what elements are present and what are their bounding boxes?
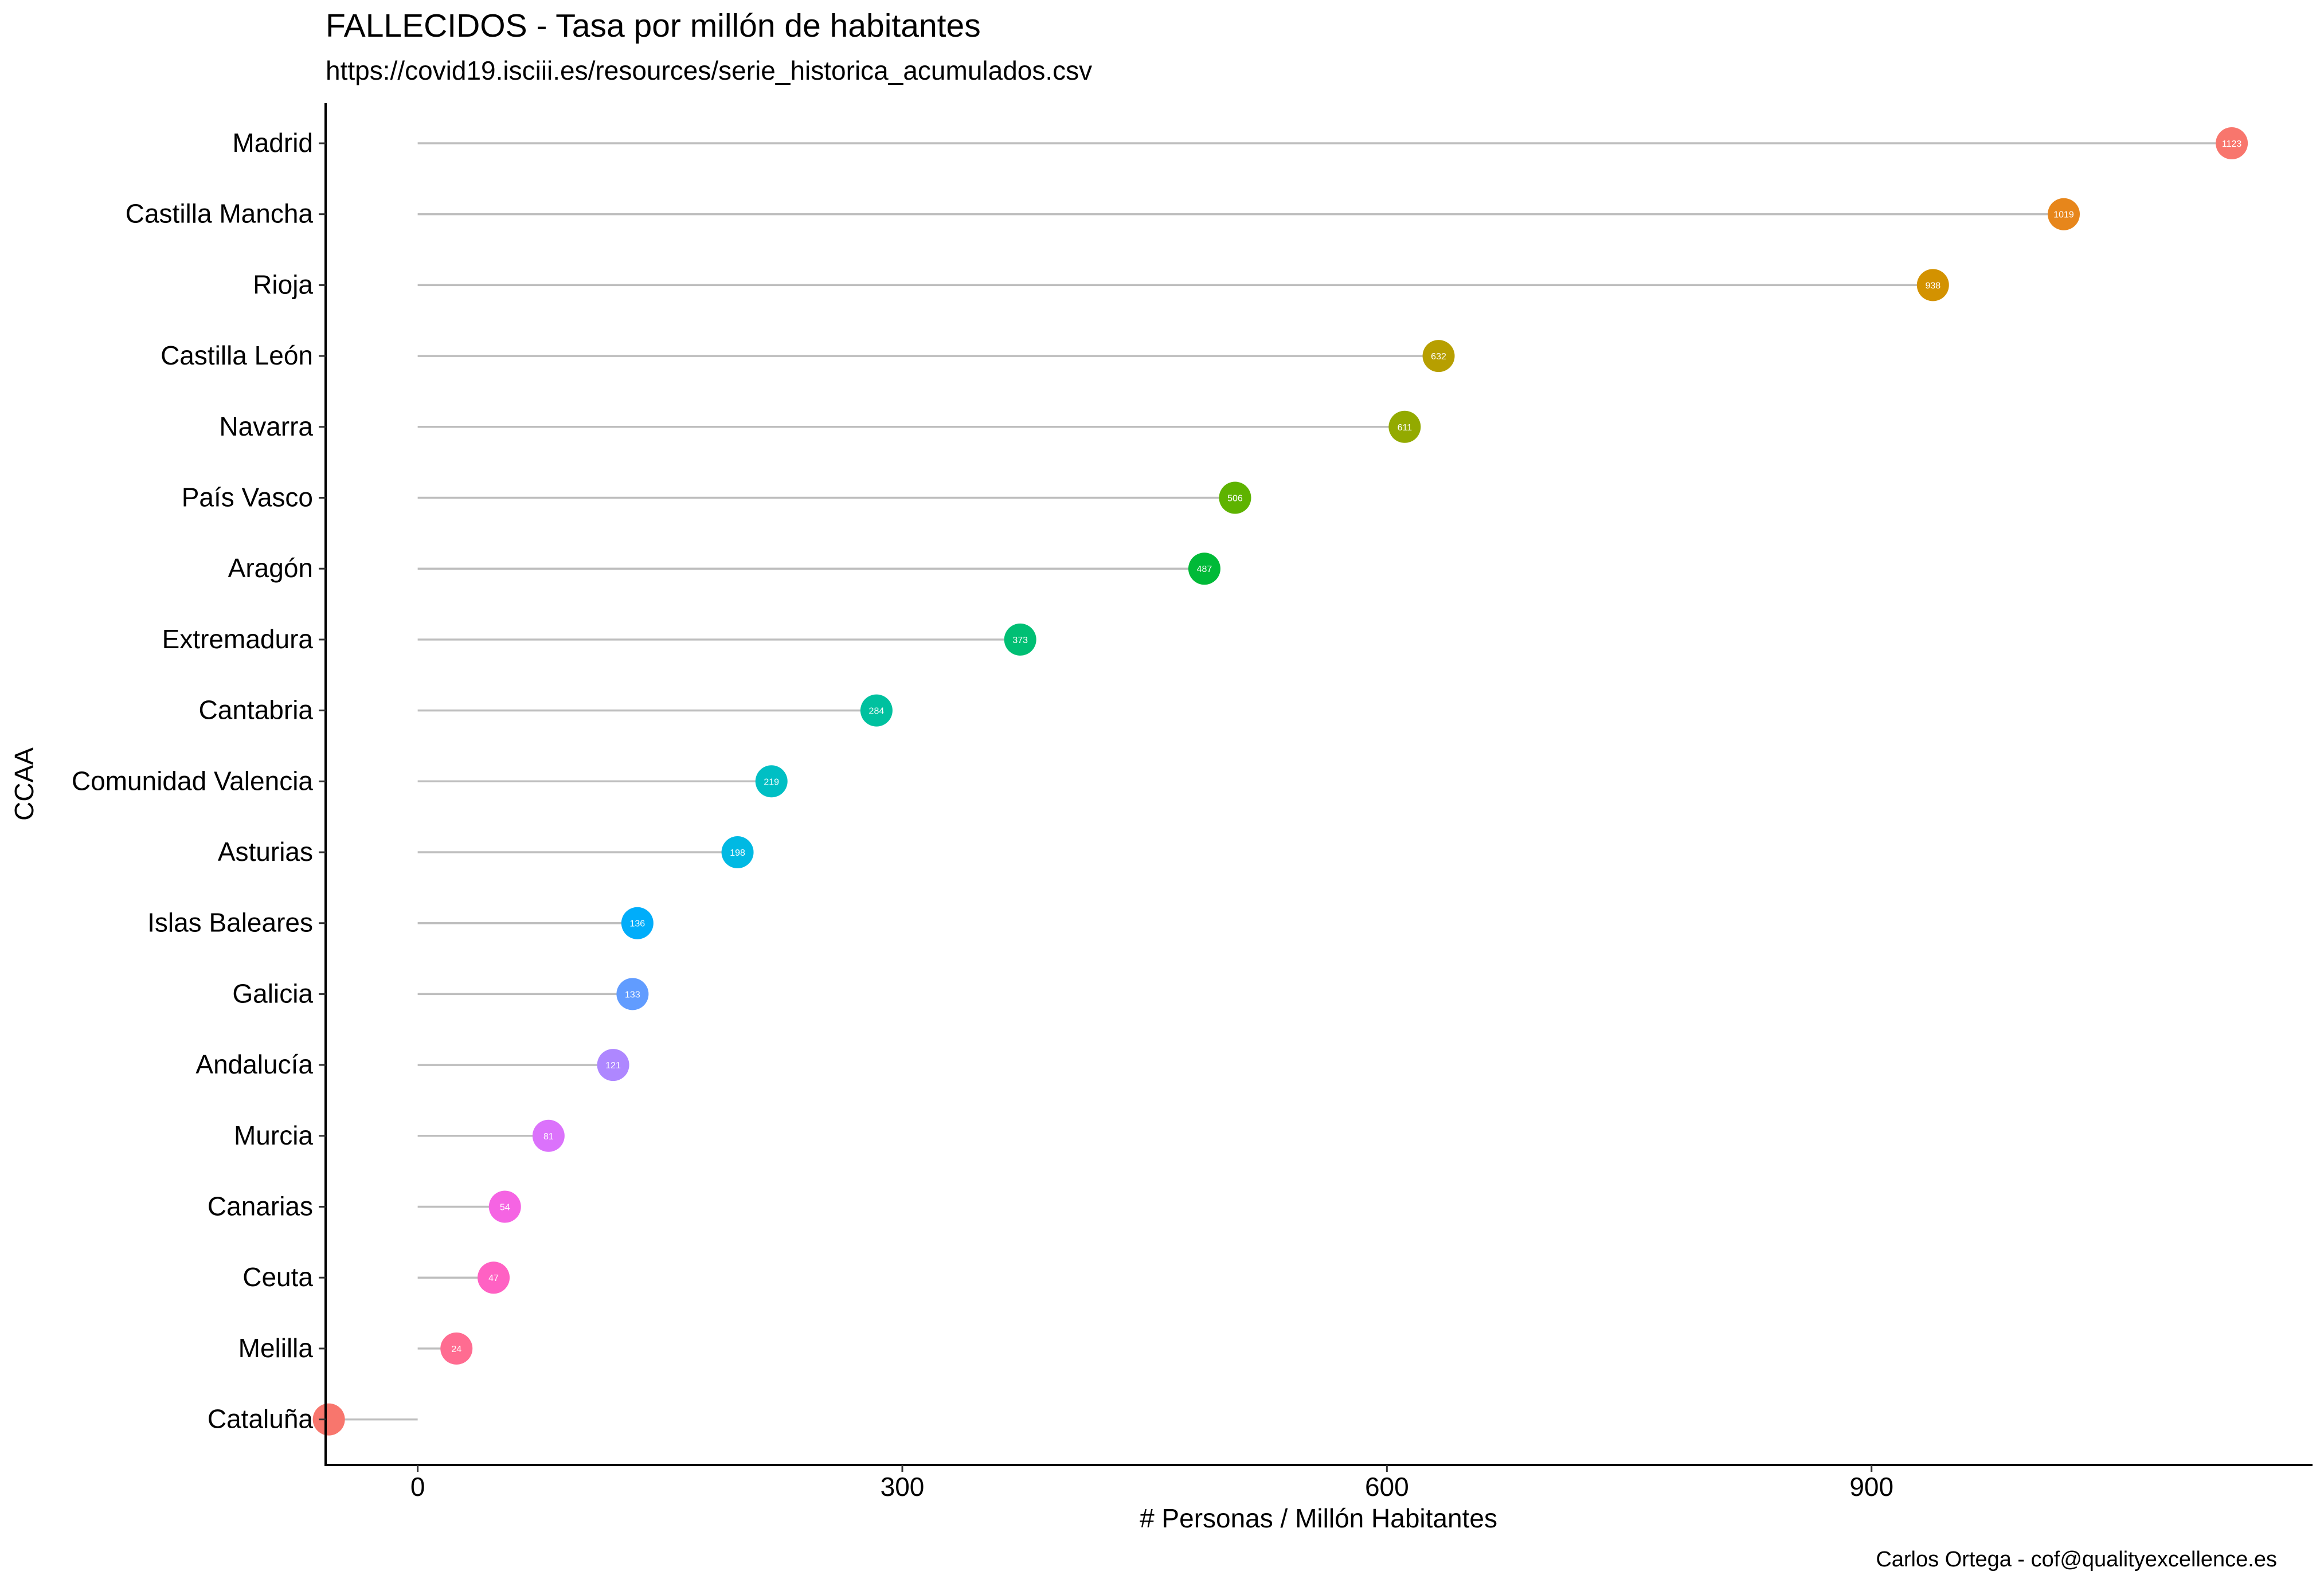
lollipop-point-galicia: [616, 978, 649, 1010]
y-tick-label-madrid: Madrid: [232, 128, 313, 158]
y-tick-label-castilla-leon: Castilla León: [161, 340, 313, 370]
lollipop-point-ceuta: [478, 1261, 510, 1294]
point-label-extremadura: 373: [1012, 636, 1028, 645]
point-label-madrid: 1123: [2222, 139, 2242, 149]
lollipop-point-canarias: [488, 1190, 521, 1223]
y-tick-label-islas-baleares: Islas Baleares: [147, 908, 313, 938]
point-label-galicia: 133: [625, 990, 640, 1000]
lollipop-point-asturias: [721, 836, 754, 868]
point-label-rioja: 938: [1925, 281, 1940, 291]
point-label-comunidad-valencia: 219: [764, 777, 779, 787]
y-tick-label-murcia: Murcia: [234, 1120, 313, 1150]
x-axis-label: # Personas / Millón Habitantes: [1140, 1503, 1497, 1533]
y-axis: Madrid Castilla Mancha Rioja Castilla León N…: [72, 128, 326, 1434]
x-tick-label-600: 600: [1365, 1472, 1409, 1502]
y-tick-label-extremadura: Extremadura: [162, 624, 314, 654]
y-tick-label-aragon: Aragón: [228, 553, 313, 583]
point-label-murcia: 81: [543, 1132, 554, 1142]
point-label-cantabria: 284: [869, 707, 885, 716]
y-tick-label-cantabria: Cantabria: [199, 695, 314, 725]
lollipop-point-pais-vasco: [1219, 481, 1251, 514]
lollipop-point-islas-baleares: [621, 907, 654, 939]
lollipop-point-andalucia: [597, 1049, 629, 1082]
point-label-navarra: 611: [1398, 423, 1413, 433]
chart-subtitle: https://covid19.isciii.es/resources/seri…: [326, 56, 1093, 85]
point-label-melilla: 24: [451, 1345, 461, 1354]
lollipop-point-castilla-leon: [1422, 340, 1455, 373]
chart-caption: Carlos Ortega - cof@qualityexcellence.es: [1876, 1547, 2277, 1572]
y-tick-label-cataluna: Cataluña: [208, 1404, 314, 1434]
lollipop-point-murcia: [532, 1119, 565, 1152]
point-label-islas-baleares: 136: [630, 919, 645, 929]
lollipop-point-cataluna: [312, 1403, 345, 1436]
point-label-canarias: 54: [500, 1203, 510, 1213]
x-axis: 0 300 600 900: [410, 1465, 1893, 1502]
point-label-ceuta: 47: [488, 1274, 499, 1283]
point-label-andalucia: 121: [605, 1061, 621, 1071]
lollipop-point-extremadura: [1004, 623, 1036, 656]
y-tick-label-asturias: Asturias: [218, 837, 313, 867]
lollipop-point-aragon: [1188, 553, 1220, 585]
y-axis-label: CCAA: [9, 747, 39, 821]
x-tick-label-0: 0: [410, 1472, 425, 1502]
y-tick-label-galicia: Galicia: [232, 978, 313, 1008]
lollipop-point-navarra: [1388, 410, 1421, 443]
point-label-castilla-mancha: 1019: [2053, 210, 2074, 220]
point-label-pais-vasco: 506: [1227, 494, 1243, 504]
lollipop-point-madrid: [2216, 127, 2248, 159]
y-tick-label-rioja: Rioja: [253, 269, 313, 299]
lollipop-point-melilla: [440, 1332, 473, 1365]
x-tick-label-900: 900: [1849, 1472, 1893, 1502]
y-tick-label-andalucia: Andalucía: [195, 1049, 313, 1079]
point-label-aragon: 487: [1197, 565, 1212, 574]
lollipop-point-comunidad-valencia: [755, 765, 788, 798]
y-tick-label-navarra: Navarra: [219, 412, 313, 441]
y-tick-label-castilla-mancha: Castilla Mancha: [126, 199, 314, 229]
lollipop-point-rioja: [1916, 269, 1949, 301]
point-label-asturias: 198: [730, 848, 745, 858]
x-tick-label-300: 300: [881, 1472, 925, 1502]
plot-area: 1123 1019 938 632 611 506 487 373 284 219 198 136 13…: [312, 127, 2248, 1436]
point-label-castilla-leon: 632: [1431, 352, 1446, 362]
y-tick-label-canarias: Canarias: [208, 1192, 313, 1221]
y-tick-label-melilla: Melilla: [238, 1333, 314, 1363]
chart-title: FALLECIDOS - Tasa por millón de habitant…: [326, 7, 981, 44]
y-tick-label-pais-vasco: País Vasco: [182, 483, 313, 512]
y-tick-label-ceuta: Ceuta: [242, 1262, 313, 1292]
lollipop-point-cantabria: [860, 694, 893, 727]
lollipop-point-castilla-mancha: [2048, 198, 2080, 230]
y-tick-label-comunidad-valencia: Comunidad Valencia: [72, 766, 313, 796]
